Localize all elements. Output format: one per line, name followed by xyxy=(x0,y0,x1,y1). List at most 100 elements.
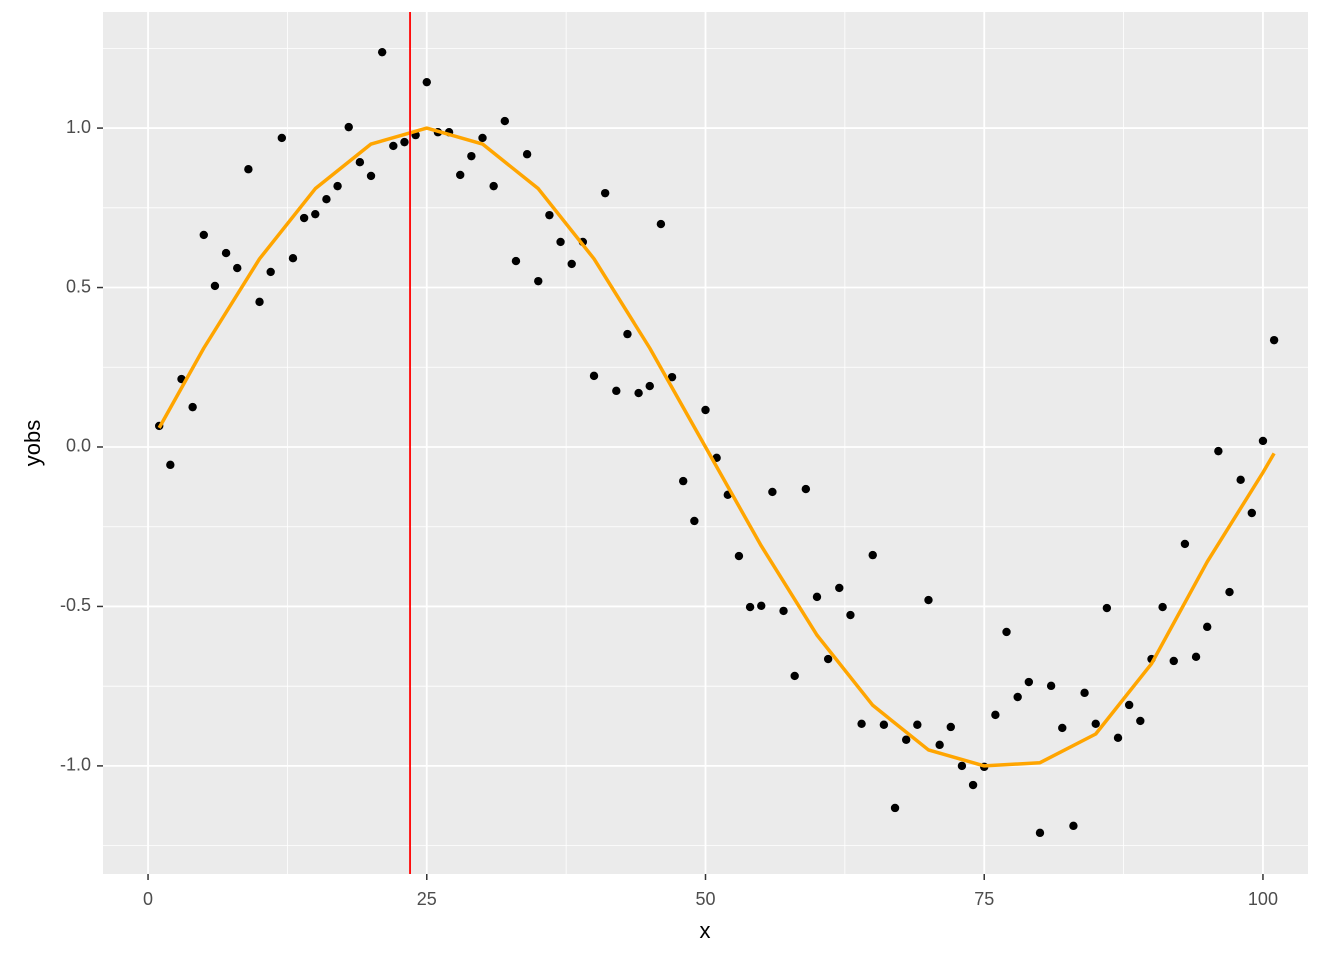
y-tick-label: 0.0 xyxy=(66,436,91,456)
data-point xyxy=(1258,436,1268,446)
data-point xyxy=(790,671,799,681)
data-point xyxy=(1236,475,1245,485)
data-point xyxy=(656,219,666,229)
data-point xyxy=(522,150,532,159)
data-point xyxy=(456,170,465,180)
data-point xyxy=(188,402,197,412)
data-point xyxy=(768,487,777,497)
data-point xyxy=(1069,821,1078,831)
data-point xyxy=(812,592,822,602)
data-point xyxy=(868,550,877,560)
y-tick-label: 0.5 xyxy=(66,276,91,296)
data-point xyxy=(534,276,543,286)
y-axis-title: yobs xyxy=(20,420,45,466)
data-point xyxy=(389,141,398,151)
data-point xyxy=(1180,539,1190,549)
data-point xyxy=(1124,700,1134,710)
data-point xyxy=(924,595,933,605)
data-point xyxy=(1169,656,1178,666)
data-point xyxy=(1102,603,1112,613)
data-point xyxy=(221,248,231,258)
x-tick-label: 25 xyxy=(417,889,437,909)
data-point xyxy=(1013,692,1022,702)
data-point xyxy=(1269,335,1279,345)
data-point xyxy=(344,122,353,132)
data-point xyxy=(199,230,208,240)
data-point xyxy=(1158,602,1167,612)
data-point xyxy=(255,297,264,307)
data-point xyxy=(1247,508,1257,518)
data-point xyxy=(946,722,955,732)
data-point xyxy=(745,602,755,612)
data-point xyxy=(1058,723,1067,733)
data-point xyxy=(333,181,342,191)
data-point xyxy=(879,720,889,729)
data-point xyxy=(779,606,788,616)
data-point xyxy=(467,151,476,161)
data-point xyxy=(478,133,487,143)
data-point xyxy=(210,281,220,291)
data-point xyxy=(277,133,287,143)
data-point xyxy=(968,780,978,790)
data-point xyxy=(991,710,1000,720)
data-point xyxy=(846,610,855,620)
x-tick-label: 0 xyxy=(143,889,153,909)
data-point xyxy=(623,329,632,339)
data-point xyxy=(556,237,565,247)
data-point xyxy=(667,372,677,382)
data-point xyxy=(1035,828,1045,838)
data-point xyxy=(890,803,900,813)
data-point xyxy=(311,209,320,219)
x-axis-title: x xyxy=(700,918,711,943)
data-point xyxy=(600,188,610,198)
data-point xyxy=(1225,587,1234,597)
data-point xyxy=(288,253,298,263)
data-point xyxy=(679,476,688,486)
y-tick-label: 1.0 xyxy=(66,117,91,137)
data-point xyxy=(757,601,766,611)
data-point xyxy=(400,137,409,147)
x-tick-label: 100 xyxy=(1248,889,1278,909)
y-tick-label: -0.5 xyxy=(60,595,91,615)
x-tick-label: 75 xyxy=(974,889,994,909)
data-point xyxy=(801,484,811,494)
data-point xyxy=(233,263,242,273)
data-point xyxy=(1203,622,1212,632)
data-point xyxy=(734,551,744,561)
data-point xyxy=(1046,681,1056,691)
data-point xyxy=(1080,688,1089,698)
data-point xyxy=(567,259,576,269)
data-point xyxy=(355,158,365,167)
data-point xyxy=(266,267,275,277)
data-point xyxy=(322,194,331,204)
data-point xyxy=(957,761,967,771)
data-point xyxy=(511,256,521,266)
data-point xyxy=(422,77,431,87)
data-point xyxy=(1214,446,1223,456)
data-point xyxy=(645,381,654,391)
data-point xyxy=(1024,677,1034,687)
data-point xyxy=(377,47,387,57)
x-tick-label: 50 xyxy=(695,889,715,909)
data-point xyxy=(589,371,599,381)
data-point xyxy=(366,171,376,181)
data-point xyxy=(935,740,944,750)
data-point xyxy=(701,405,710,415)
data-point xyxy=(835,583,844,593)
data-point xyxy=(901,735,911,744)
data-point xyxy=(1136,716,1145,726)
data-point xyxy=(545,210,554,220)
data-point xyxy=(857,719,866,728)
y-tick-label: -1.0 xyxy=(60,755,91,775)
data-point xyxy=(166,460,175,470)
data-point xyxy=(299,213,309,223)
data-point xyxy=(1002,627,1011,637)
data-point xyxy=(634,388,643,398)
data-point xyxy=(1191,652,1201,662)
data-point xyxy=(500,116,510,126)
data-point xyxy=(823,654,833,664)
data-point xyxy=(612,386,621,396)
data-point xyxy=(489,181,498,191)
